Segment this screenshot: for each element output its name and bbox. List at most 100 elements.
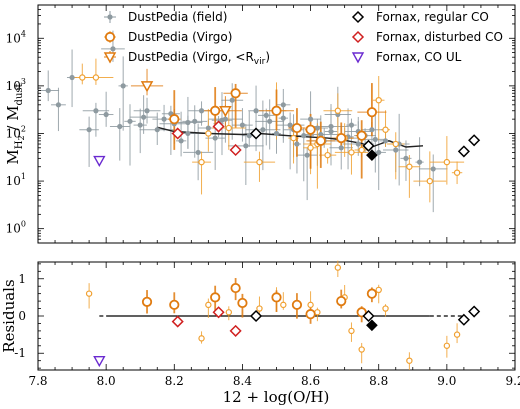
point-field — [263, 112, 269, 118]
point-virgo — [426, 177, 434, 185]
point-field — [192, 118, 198, 124]
point-field — [403, 155, 409, 161]
point-field — [338, 145, 344, 151]
legend-label-fornax-regular: Fornax, regular CO — [376, 10, 489, 24]
x-tick-label: 8.0 — [97, 374, 116, 388]
residual-point-virgo — [375, 286, 382, 294]
point-field — [307, 116, 314, 122]
point-field — [229, 97, 235, 103]
point-virgo — [453, 169, 461, 176]
residual-point-virgo — [453, 331, 461, 338]
residual-point-virgo — [205, 301, 212, 309]
residual-point-fornax-regular — [468, 305, 481, 318]
point-field — [212, 135, 218, 141]
legend-label-virgo-rvir: DustPedia (Virgo, <Rvir) — [128, 50, 270, 67]
x-tick-label: 8.6 — [301, 374, 320, 388]
x-tick-label: 9.0 — [437, 374, 456, 388]
point-fornax-regular — [457, 145, 470, 158]
point-field — [185, 119, 191, 126]
point-field — [417, 159, 423, 165]
point-field — [376, 149, 382, 156]
y-tick-exponent: 2 — [21, 124, 26, 133]
top-panel-legend: DustPedia (field) DustPedia (Virgo) DustPe… — [103, 10, 503, 67]
residual-point-fornax-regular — [457, 313, 470, 326]
y-tick-exponent: 0 — [21, 220, 26, 229]
point-virgo-big — [169, 114, 180, 125]
x-tick-label: 7.8 — [28, 374, 47, 388]
bottom-y-axis-label: Residuals — [0, 279, 18, 352]
point-field — [45, 87, 51, 94]
point-fornax-regular — [249, 127, 263, 140]
x-tick-label: 8.8 — [369, 374, 388, 388]
residual-point-fornax-regular — [249, 309, 263, 323]
y-tick-exponent: 4 — [21, 29, 26, 38]
point-fornax-regular — [362, 139, 375, 152]
y-tick-label: 100 — [6, 220, 26, 236]
point-field — [314, 125, 320, 131]
point-field — [243, 143, 249, 149]
point-virgo — [392, 140, 399, 148]
point-field — [86, 127, 92, 133]
point-field — [273, 130, 280, 137]
point-field — [301, 133, 307, 139]
residual-point-virgo-big — [230, 282, 241, 294]
residual-point-fornax-disturbed — [229, 324, 242, 337]
legend-label-field: DustPedia (field) — [128, 10, 227, 24]
residual-point-fornax-regular-filled — [366, 319, 378, 332]
ylabel-sub-2: 2 — [17, 135, 26, 140]
residual-point-virgo — [443, 342, 451, 349]
y-tick-label: 101 — [6, 172, 26, 188]
residual-point-virgo — [256, 305, 263, 312]
point-virgo — [92, 74, 100, 81]
point-field — [137, 122, 143, 128]
point-virgo-big — [366, 107, 377, 118]
ylabel-sub-dust: dust — [14, 83, 25, 105]
point-virgo-big — [315, 135, 326, 146]
point-fornax-ul — [93, 155, 106, 167]
residual-point-virgo-big — [305, 309, 316, 320]
point-virgo — [256, 158, 263, 166]
residual-point-virgo-big — [141, 296, 153, 307]
top-y-axis-label: MH2 / Mdust — [4, 83, 26, 164]
point-field — [117, 123, 123, 130]
legend-marker-fornax-regular — [351, 10, 365, 24]
point-virgo — [382, 126, 389, 133]
point-field — [144, 108, 150, 114]
point-field — [127, 118, 133, 124]
residual-point-fornax-ul — [93, 355, 106, 368]
legend-label-fornax-ul: Fornax, CO UL — [376, 50, 462, 64]
y-tick-exponent: 3 — [21, 77, 26, 86]
point-virgo — [79, 74, 86, 81]
point-field — [55, 102, 62, 108]
point-field — [294, 141, 300, 147]
residual-point-virgo-big — [271, 292, 282, 303]
point-virgo-big — [230, 88, 241, 99]
point-virgo — [406, 163, 413, 170]
point-virgo-rvir — [219, 106, 232, 118]
point-virgo-big — [291, 122, 303, 134]
point-field — [253, 108, 259, 114]
point-field — [287, 122, 293, 128]
point-field — [110, 46, 116, 52]
point-field — [198, 108, 205, 114]
y-tick-label: 1 — [18, 272, 26, 286]
point-field — [280, 115, 286, 121]
point-virgo — [358, 146, 365, 154]
x-tick-label: 8.2 — [165, 374, 184, 388]
residual-point-virgo — [406, 357, 413, 364]
point-field — [154, 127, 160, 133]
point-virgo — [334, 107, 342, 114]
residual-point-virgo-big — [356, 307, 367, 318]
point-field — [161, 116, 167, 122]
point-virgo-rvir — [140, 81, 154, 93]
point-field — [318, 131, 324, 138]
point-virgo — [290, 134, 297, 142]
point-field — [239, 122, 246, 128]
point-field — [69, 74, 75, 81]
point-virgo — [375, 96, 382, 104]
x-tick-label: 9.2 — [505, 374, 520, 388]
point-field — [369, 127, 375, 133]
top-panel-plot — [37, 30, 481, 213]
point-field — [185, 130, 191, 137]
